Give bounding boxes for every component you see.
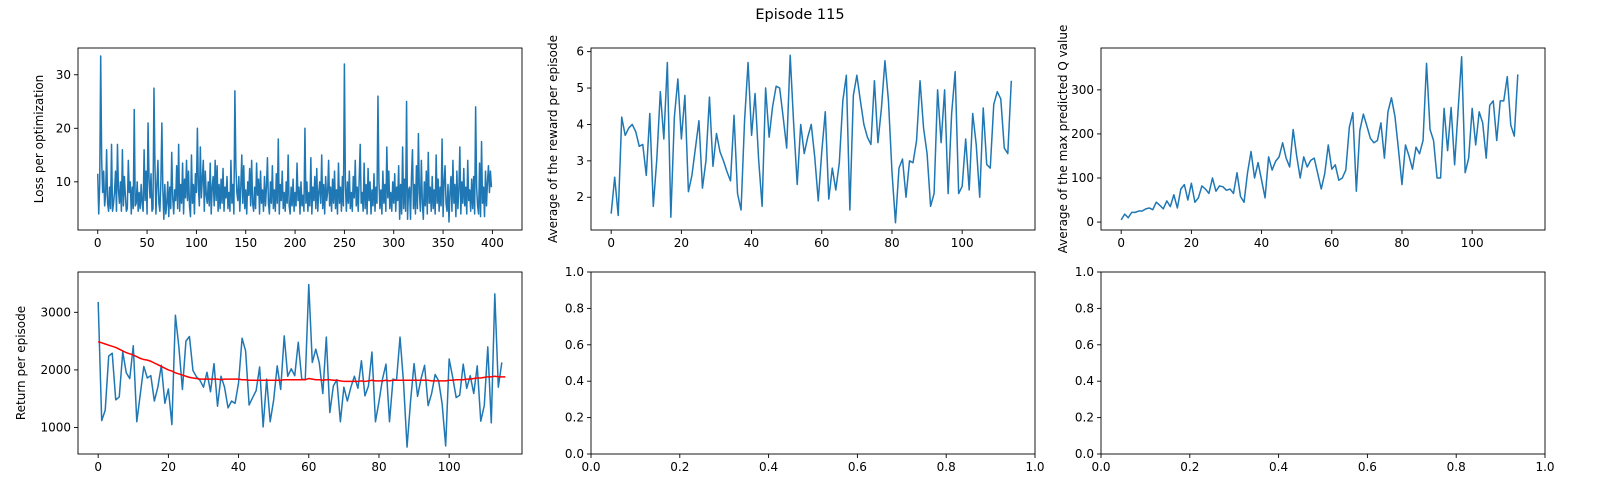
empty_1-x-tick-label: 0.6 bbox=[848, 460, 867, 474]
return-y-axis-label: Return per episode bbox=[14, 306, 28, 420]
empty_1-axes-frame bbox=[590, 271, 1036, 455]
empty_1-y-tick-label: 0.2 bbox=[565, 411, 584, 425]
loss-x-tick-label: 0 bbox=[94, 236, 102, 250]
loss-series-line-0 bbox=[96, 55, 493, 223]
return-y-tick-label: 3000 bbox=[40, 305, 71, 319]
reward-y-tick-label: 6 bbox=[576, 45, 584, 59]
empty_2-axes-frame bbox=[1100, 271, 1546, 455]
qvalue-series-line-0 bbox=[1120, 56, 1519, 221]
loss-x-tick-label: 250 bbox=[333, 236, 356, 250]
loss-y-axis-label: Loss per optimization bbox=[32, 75, 46, 204]
empty_2-y-tick-label: 0.2 bbox=[1075, 411, 1094, 425]
empty_2-x-tick-label: 1.0 bbox=[1535, 460, 1554, 474]
reward-x-tick-label: 0 bbox=[607, 236, 615, 250]
loss-x-tick-label: 350 bbox=[432, 236, 455, 250]
return-x-tick-label: 20 bbox=[161, 460, 176, 474]
empty_2-y-tick-label: 0.4 bbox=[1075, 374, 1094, 388]
reward-y-axis-label: Average of the reward per episode bbox=[546, 35, 560, 243]
empty_2-y-tick-label: 0.0 bbox=[1075, 447, 1094, 461]
return-x-tick-label: 100 bbox=[438, 460, 461, 474]
empty_1-x-tick-label: 0.0 bbox=[581, 460, 600, 474]
empty_1-y-tick-label: 0.6 bbox=[565, 338, 584, 352]
empty_2-y-tick-label: 0.6 bbox=[1075, 338, 1094, 352]
empty_1-y-tick-label: 0.8 bbox=[565, 301, 584, 315]
reward-y-tick-label: 4 bbox=[576, 117, 584, 131]
loss-y-tick-label: 20 bbox=[56, 121, 71, 135]
empty_2-y-tick-label: 1.0 bbox=[1075, 265, 1094, 279]
reward-x-tick-label: 80 bbox=[884, 236, 899, 250]
empty_1-x-tick-label: 1.0 bbox=[1025, 460, 1044, 474]
qvalue-y-tick-label: 0 bbox=[1086, 215, 1094, 229]
return-series-line-0 bbox=[97, 283, 503, 448]
return-x-tick-label: 0 bbox=[94, 460, 102, 474]
loss-x-tick-label: 150 bbox=[234, 236, 257, 250]
return-x-tick-label: 80 bbox=[371, 460, 386, 474]
return-axes-frame bbox=[77, 271, 523, 455]
reward-y-tick-label: 3 bbox=[576, 154, 584, 168]
qvalue-x-tick-label: 0 bbox=[1117, 236, 1125, 250]
empty_1-x-tick-label: 0.2 bbox=[670, 460, 689, 474]
return-x-tick-label: 40 bbox=[231, 460, 246, 474]
return-y-tick-label: 1000 bbox=[40, 421, 71, 435]
reward-x-tick-label: 60 bbox=[814, 236, 829, 250]
reward-axes-frame bbox=[590, 47, 1036, 231]
empty_1-x-tick-label: 0.8 bbox=[937, 460, 956, 474]
reward-series-line-0 bbox=[610, 54, 1013, 224]
qvalue-axes-frame bbox=[1100, 47, 1546, 231]
empty_2-y-tick-label: 0.8 bbox=[1075, 301, 1094, 315]
qvalue-y-tick-label: 100 bbox=[1071, 171, 1094, 185]
return-x-tick-label: 60 bbox=[301, 460, 316, 474]
loss-x-tick-label: 300 bbox=[382, 236, 405, 250]
reward-x-tick-label: 40 bbox=[744, 236, 759, 250]
qvalue-y-tick-label: 300 bbox=[1071, 83, 1094, 97]
loss-x-tick-label: 100 bbox=[185, 236, 208, 250]
loss-y-tick-label: 30 bbox=[56, 68, 71, 82]
return-y-tick-label: 2000 bbox=[40, 363, 71, 377]
reward-y-tick-label: 2 bbox=[576, 190, 584, 204]
loss-y-tick-label: 10 bbox=[56, 175, 71, 189]
reward-x-tick-label: 100 bbox=[951, 236, 974, 250]
qvalue-x-tick-label: 20 bbox=[1184, 236, 1199, 250]
return-series-line-1 bbox=[97, 340, 506, 383]
empty_2-x-tick-label: 0.0 bbox=[1091, 460, 1110, 474]
qvalue-y-tick-label: 200 bbox=[1071, 127, 1094, 141]
loss-axes-frame bbox=[77, 47, 523, 231]
qvalue-x-tick-label: 40 bbox=[1254, 236, 1269, 250]
empty_2-x-tick-label: 0.8 bbox=[1447, 460, 1466, 474]
qvalue-x-tick-label: 80 bbox=[1394, 236, 1409, 250]
loss-x-tick-label: 400 bbox=[481, 236, 504, 250]
empty_1-x-tick-label: 0.4 bbox=[759, 460, 778, 474]
empty_1-y-tick-label: 0.0 bbox=[565, 447, 584, 461]
empty_2-x-tick-label: 0.4 bbox=[1269, 460, 1288, 474]
qvalue-y-axis-label: Average of the max predicted Q value bbox=[1056, 25, 1070, 254]
qvalue-x-tick-label: 60 bbox=[1324, 236, 1339, 250]
empty_1-y-tick-label: 1.0 bbox=[565, 265, 584, 279]
loss-x-tick-label: 50 bbox=[139, 236, 154, 250]
qvalue-x-tick-label: 100 bbox=[1461, 236, 1484, 250]
empty_2-x-tick-label: 0.6 bbox=[1358, 460, 1377, 474]
loss-x-tick-label: 200 bbox=[284, 236, 307, 250]
empty_1-y-tick-label: 0.4 bbox=[565, 374, 584, 388]
figure-title: Episode 115 bbox=[755, 7, 845, 23]
reward-x-tick-label: 20 bbox=[674, 236, 689, 250]
empty_2-x-tick-label: 0.2 bbox=[1180, 460, 1199, 474]
reward-y-tick-label: 5 bbox=[576, 81, 584, 95]
